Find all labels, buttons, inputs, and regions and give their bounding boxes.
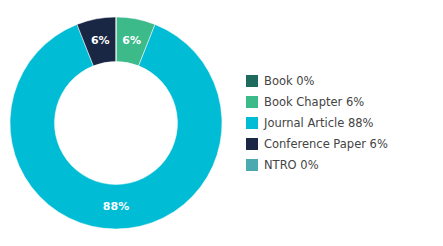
slice: [115, 17, 116, 62]
data-label: 88%: [103, 200, 129, 213]
data-label: 6%: [122, 34, 141, 47]
legend-label: NTRO 0%: [264, 158, 319, 172]
legend-swatch: [246, 75, 258, 87]
legend-swatch: [246, 159, 258, 171]
legend-swatch: [246, 96, 258, 108]
slice: [77, 17, 116, 66]
legend: Book 0% Book Chapter 6% Journal Article 88…: [246, 74, 388, 172]
legend-label: Book Chapter 6%: [264, 95, 364, 109]
slices: [10, 17, 222, 229]
data-label: 6%: [91, 34, 110, 47]
legend-swatch: [246, 138, 258, 150]
legend-label: Book 0%: [264, 74, 315, 88]
legend-label: Conference Paper 6%: [264, 137, 388, 151]
legend-label: Journal Article 88%: [263, 116, 374, 130]
data-labels: 6% 88% 6%: [91, 34, 141, 213]
chart-container: 6% 88% 6% Book 0% Book Chapter 6% Journal Art…: [0, 0, 443, 246]
chart: 6% 88% 6% Book 0% Book Chapter 6% Journal Art…: [0, 0, 443, 246]
legend-swatch: [246, 117, 258, 129]
